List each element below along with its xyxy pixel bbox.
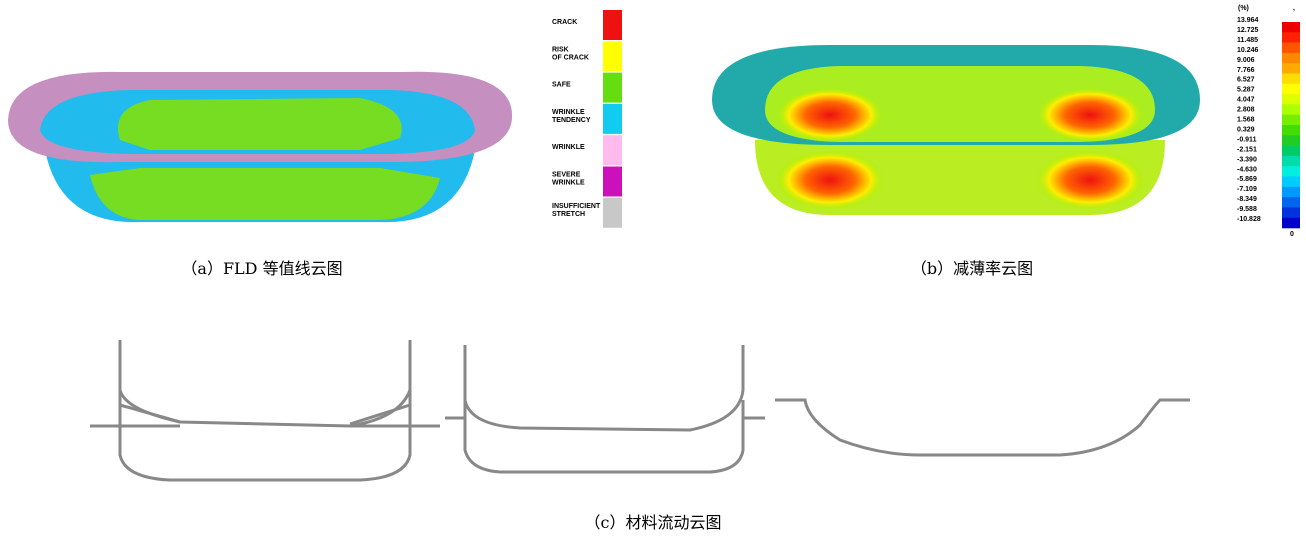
legend-swatch <box>603 198 622 228</box>
legend-label: -0.911 <box>1237 136 1257 143</box>
legend-swatch <box>603 135 622 165</box>
color-bar-segment <box>1282 197 1300 208</box>
color-bar-segment <box>1282 74 1300 85</box>
legend-label: -8.349 <box>1237 196 1257 203</box>
caption: （c）材料流动云图 <box>585 513 722 532</box>
legend-label: -3.390 <box>1237 156 1257 163</box>
legend-label: 4.047 <box>1237 97 1255 104</box>
color-bar-segment <box>1282 84 1300 95</box>
color-bar-segment <box>1282 104 1300 115</box>
color-bar-segment <box>1282 135 1300 146</box>
legend-label: 13.964 <box>1237 17 1259 24</box>
legend-label: SAFE <box>552 82 571 89</box>
color-bar-segment <box>1282 187 1300 198</box>
fld-tub <box>8 72 512 222</box>
color-bar-segment <box>1282 43 1300 54</box>
legend-swatch <box>603 73 622 103</box>
legend-label: -5.869 <box>1237 176 1257 183</box>
caption: （b）减薄率云图 <box>911 259 1033 278</box>
legend-swatch <box>603 104 622 134</box>
color-bar-segment <box>1282 125 1300 136</box>
legend-label: 1.568 <box>1237 117 1255 124</box>
legend-label: 9.006 <box>1237 57 1255 64</box>
mark: , <box>1293 5 1295 12</box>
legend-label: 5.287 <box>1237 87 1255 94</box>
color-bar-segment <box>1282 32 1300 43</box>
color-bar-segment <box>1282 63 1300 74</box>
color-bar-segment <box>1282 156 1300 167</box>
color-bar-segment <box>1282 22 1300 33</box>
legend-label: -2.151 <box>1237 146 1257 153</box>
color-bar-segment <box>1282 115 1300 126</box>
legend-label: WRINKLE <box>552 144 585 151</box>
legend-label: 10.246 <box>1237 47 1259 54</box>
legend-swatch <box>603 10 622 40</box>
figure: （a）FLD 等值线云图 （b）减薄率云图 （c）材料流动云图 (%) , 0 … <box>0 0 1306 540</box>
page: （a）FLD 等值线云图 （b）减薄率云图 （c）材料流动云图 (%) , 0 … <box>0 0 1306 540</box>
legend-label: -7.109 <box>1237 186 1257 193</box>
color-bar-segment <box>1282 94 1300 105</box>
color-bar-segment <box>1282 53 1300 64</box>
legend-label: 0.329 <box>1237 126 1255 133</box>
legend-label: 7.766 <box>1237 67 1255 74</box>
thinning-tub <box>712 45 1200 215</box>
flow-sections <box>90 340 1190 480</box>
color-bar-segment <box>1282 177 1300 188</box>
unit-label: (%) <box>1238 5 1249 12</box>
legend-label: 11.485 <box>1237 37 1258 44</box>
legend-label: 12.725 <box>1237 27 1259 34</box>
legend-swatch <box>603 41 622 71</box>
legend-label: -4.630 <box>1237 166 1257 173</box>
legend-swatch <box>603 167 622 197</box>
legend-label: -9.588 <box>1237 206 1257 213</box>
caption: （a）FLD 等值线云图 <box>181 259 342 278</box>
legend-label: CRACK <box>552 19 577 26</box>
color-bar-segment <box>1282 146 1300 157</box>
color-bar-segment <box>1282 207 1300 218</box>
legend-label: -10.828 <box>1237 216 1261 223</box>
color-bar-segment <box>1282 166 1300 177</box>
mark: 0 <box>1290 231 1294 238</box>
color-bar-segment <box>1282 218 1300 229</box>
legend-label: 6.527 <box>1237 77 1255 84</box>
legend-label: 2.808 <box>1237 107 1255 114</box>
